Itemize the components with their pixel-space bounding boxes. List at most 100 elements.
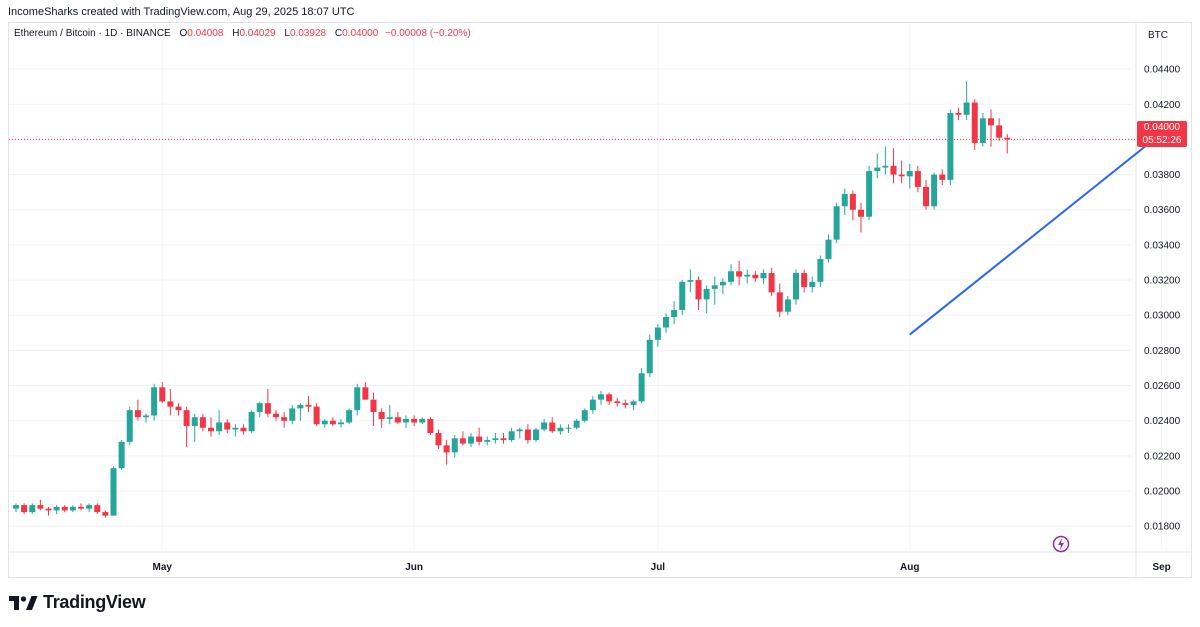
candle-body [69,506,76,511]
x-tick-label: Jul [651,562,666,573]
tradingview-logo[interactable]: TradingView [9,592,146,613]
candle-body [947,113,954,180]
candle-body [346,410,353,423]
candle-body [183,410,190,426]
currency-label: BTC [1148,30,1168,41]
candle-body [443,445,450,453]
change-value: −0.00008 (−0.20%) [385,28,471,39]
x-tick-label: Jun [405,562,423,573]
candle-body [524,429,531,441]
candle-body [403,418,409,423]
candle-body [232,427,239,430]
x-tick-label: Sep [1152,562,1170,573]
candle-body [573,420,580,428]
candle-body [533,429,539,441]
candle-body [858,209,864,217]
attribution-text: IncomeSharks created with TradingView.co… [8,6,355,18]
y-tick-label: 0.03200 [1144,276,1181,287]
candle-body [362,387,369,400]
open-value: 0.04008 [187,28,224,39]
high-value: 0.04029 [239,28,276,39]
candle-body [256,403,263,412]
tv-logo-icon [9,595,38,610]
lightning-icon[interactable] [1052,535,1070,553]
candle-body [411,418,418,423]
candle-body [606,394,613,402]
support-trendline[interactable] [909,132,1163,336]
candle-body [508,431,515,441]
candle-body [516,429,523,432]
candle-body [224,422,231,430]
last-price-badge: 0.04000 05:52:26 [1137,121,1187,147]
candle-body [102,512,109,516]
candle-body [760,273,767,279]
candle-body [825,239,832,259]
low-label: L [284,28,290,39]
candle-body [776,292,783,312]
candle-body [419,418,426,423]
y-tick-label: 0.02400 [1144,416,1181,427]
candles [13,81,1011,518]
candle-body [955,113,962,115]
candle-body [719,281,726,286]
candle-body [679,281,686,310]
candle-body [208,427,214,432]
candle-body [614,401,621,404]
candle-body [565,427,572,429]
candle-body [988,118,994,126]
y-tick-label: 0.03000 [1144,311,1181,322]
candle-body [427,418,434,434]
open-label: O [179,28,188,39]
candle-body [809,281,816,288]
candle-body [939,174,946,180]
candle-body [167,401,174,407]
candle-body [459,438,466,444]
candle-body [931,174,938,207]
candle-body [118,441,125,469]
candle-body [281,417,288,421]
candle-body [752,274,759,279]
low-value: 0.03928 [289,28,327,39]
candle-body [598,394,604,400]
candle-body [793,273,799,300]
candle-body [175,406,182,411]
y-tick-label: 0.02600 [1144,381,1181,392]
candle-body [394,417,401,423]
symbol-label[interactable]: Ethereum / Bitcoin · 1D · BINANCE [14,28,171,39]
candle-body [13,505,19,509]
candle-body [305,404,312,407]
chart-frame[interactable] [8,22,1192,578]
candle-body [541,422,548,430]
candle-body [630,401,637,405]
candle-body [216,422,223,432]
close-value: 0.04000 [342,28,379,39]
candle-body [199,417,206,428]
candle-body [711,285,718,289]
candle-body [728,271,734,282]
y-tick-label: 0.04200 [1144,100,1181,111]
y-tick-label: 0.02800 [1144,346,1181,357]
candle-body [264,403,271,414]
candle-body [736,271,743,277]
candle-body [435,433,442,446]
candle-body [273,413,279,418]
candle-body [1004,137,1011,140]
x-tick-label: May [153,562,173,573]
y-tick-label: 0.02000 [1144,487,1181,498]
candle-body [21,505,28,513]
candle-body [94,505,101,513]
candle-body [151,387,158,416]
candle-body [248,411,255,432]
y-tick-label: 0.01800 [1144,522,1181,533]
y-tick-label: 0.03800 [1144,170,1181,181]
candle-body [143,415,149,418]
candle-body [971,102,978,143]
candle-body [354,387,361,411]
y-tick-label: 0.02200 [1144,451,1181,462]
candle-body [468,436,474,444]
candle-body [484,440,491,442]
candle-body [866,171,873,217]
candle-body [29,505,36,513]
candle-body [492,438,499,441]
